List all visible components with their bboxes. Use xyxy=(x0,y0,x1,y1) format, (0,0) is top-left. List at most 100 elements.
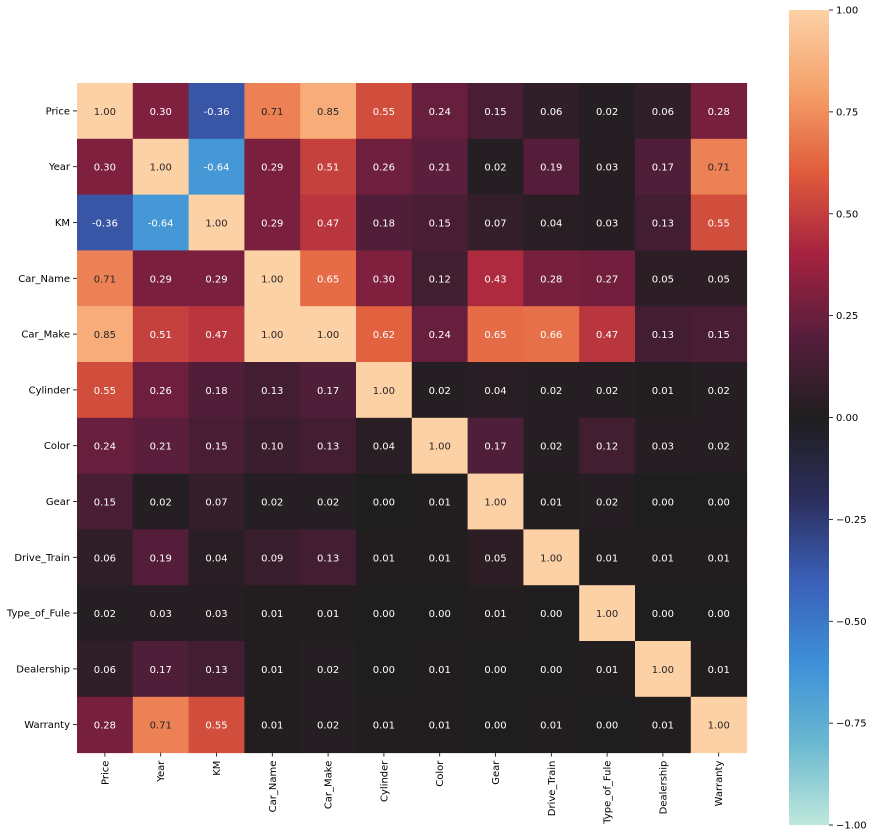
cell-value-label: 0.00 xyxy=(708,609,730,620)
heatmap-cell-Drive_Train-Year xyxy=(132,529,190,586)
cell-value-label: 0.02 xyxy=(540,442,562,453)
heatmap-cell-Car_Make-Warranty xyxy=(690,306,748,363)
heatmap-cell-Car_Name-Drive_Train xyxy=(523,250,580,307)
heatmap-cell-Color-Price xyxy=(77,417,134,475)
cell-value-label: 0.01 xyxy=(652,721,674,732)
cell-value-label: 0.28 xyxy=(708,107,730,118)
heatmap-cell-Car_Make-Color xyxy=(411,306,469,363)
heatmap-cell-Year-Cylinder xyxy=(356,138,413,196)
cell-value-label: 0.03 xyxy=(150,609,172,620)
cell-value-label: 1.00 xyxy=(373,386,395,397)
cell-value-label: 0.01 xyxy=(540,498,562,509)
colorbar-tick-label: −1.00 xyxy=(836,821,867,832)
cell-value-label: 0.01 xyxy=(429,721,451,732)
cell-value-label: 0.02 xyxy=(596,498,618,509)
cell-value-label: 0.19 xyxy=(540,163,562,174)
heatmap-cell-Warranty-Warranty xyxy=(690,696,748,754)
cell-value-label: 0.00 xyxy=(373,609,395,620)
cell-value-label: 0.02 xyxy=(596,107,618,118)
heatmap-cell-Gear-Gear xyxy=(467,473,524,530)
cell-value-label: 0.15 xyxy=(484,107,506,118)
cell-value-label: 0.00 xyxy=(652,609,674,620)
y-tick-label-Dealership: Dealership xyxy=(16,664,70,675)
heatmap-cell-Dealership-Drive_Train xyxy=(523,641,580,698)
heatmap-cell-Cylinder-Warranty xyxy=(690,362,748,419)
heatmap-cell-Cylinder-Year xyxy=(132,362,190,419)
cell-value-label: 1.00 xyxy=(261,274,283,285)
heatmap-cell-Drive_Train-Dealership xyxy=(635,529,692,586)
heatmap-cell-Dealership-Warranty xyxy=(690,641,748,698)
heatmap-cell-Drive_Train-Cylinder xyxy=(356,529,413,586)
heatmap-cell-Car_Make-Year xyxy=(132,306,190,363)
x-tick-label-KM: KM xyxy=(212,761,223,776)
heatmap-cell-Car_Name-Year xyxy=(132,250,190,307)
cell-value-label: 0.24 xyxy=(429,330,451,341)
heatmap-cell-Type_of_Fule-Drive_Train xyxy=(523,585,580,642)
cell-value-label: 0.02 xyxy=(150,498,172,509)
heatmap-cell-Cylinder-Drive_Train xyxy=(523,362,580,419)
heatmap-cell-Dealership-Car_Make xyxy=(300,641,357,698)
heatmap-cell-Price-Gear xyxy=(467,83,524,140)
heatmap-cell-Dealership-Car_Name xyxy=(244,641,301,698)
cell-value-label: 0.30 xyxy=(373,274,395,285)
heatmap-cell-Gear-Dealership xyxy=(635,473,692,530)
cell-value-label: 0.06 xyxy=(540,107,562,118)
y-tick-label-KM: KM xyxy=(55,218,70,229)
heatmap-cell-KM-Car_Name xyxy=(244,194,301,251)
heatmap-cell-Drive_Train-Type_of_Fule xyxy=(579,529,636,586)
heatmap-cell-Drive_Train-Gear xyxy=(467,529,524,586)
heatmap-cell-Warranty-Drive_Train xyxy=(523,696,580,754)
heatmap-cell-KM-Dealership xyxy=(635,194,692,251)
cell-value-label: 0.29 xyxy=(150,274,172,285)
cell-value-label: -0.36 xyxy=(204,107,230,118)
heatmap-cell-Car_Make-Gear xyxy=(467,306,524,363)
heatmap-cell-Price-Car_Make xyxy=(300,83,357,140)
colorbar-tick-label: 1.00 xyxy=(836,6,858,17)
cell-value-label: 0.01 xyxy=(596,553,618,564)
heatmap-cell-Drive_Train-Drive_Train xyxy=(523,529,580,586)
heatmap-cell-Car_Name-Price xyxy=(77,250,134,307)
y-tick-label-Warranty: Warranty xyxy=(24,720,70,731)
heatmap-cell-KM-Warranty xyxy=(690,194,748,251)
cell-value-label: 0.00 xyxy=(484,665,506,676)
heatmap-cell-Color-KM xyxy=(188,417,245,475)
cell-value-label: 0.55 xyxy=(373,107,395,118)
cell-value-label: 0.24 xyxy=(429,107,451,118)
cell-value-label: 0.03 xyxy=(596,163,618,174)
cell-value-label: 0.29 xyxy=(261,163,283,174)
heatmap-cell-Drive_Train-Car_Name xyxy=(244,529,301,586)
heatmap-cell-Warranty-Color xyxy=(411,696,469,754)
cell-value-label: 0.06 xyxy=(652,107,674,118)
cell-value-label: 0.19 xyxy=(150,553,172,564)
heatmap-cell-Type_of_Fule-Car_Make xyxy=(300,585,357,642)
cell-value-label: 0.00 xyxy=(596,721,618,732)
cell-value-label: 0.06 xyxy=(94,665,116,676)
heatmap-cell-KM-Price xyxy=(77,194,134,251)
heatmap-cell-Type_of_Fule-Car_Name xyxy=(244,585,301,642)
heatmap-cell-Price-Price xyxy=(77,83,134,140)
x-tick-label-Price: Price xyxy=(100,761,111,785)
cell-value-label: 0.12 xyxy=(596,442,618,453)
heatmap-cell-Year-Dealership xyxy=(635,138,692,196)
cell-value-label: 1.00 xyxy=(429,442,451,453)
cell-value-label: 0.28 xyxy=(540,274,562,285)
heatmap-cell-Drive_Train-Car_Make xyxy=(300,529,357,586)
cell-value-label: 0.65 xyxy=(317,274,339,285)
cell-value-label: 0.01 xyxy=(429,498,451,509)
cell-value-label: 0.47 xyxy=(596,330,618,341)
heatmap-cell-Dealership-Type_of_Fule xyxy=(579,641,636,698)
heatmap-cell-Cylinder-Gear xyxy=(467,362,524,419)
cell-value-label: 0.02 xyxy=(429,386,451,397)
heatmap-cell-Gear-Price xyxy=(77,473,134,530)
cell-value-label: 0.18 xyxy=(373,219,395,230)
cell-value-label: 0.01 xyxy=(429,665,451,676)
cell-value-label: 0.02 xyxy=(596,386,618,397)
cell-value-label: 0.02 xyxy=(540,386,562,397)
heatmap-cell-Type_of_Fule-Dealership xyxy=(635,585,692,642)
heatmap-cell-Color-Drive_Train xyxy=(523,417,580,475)
cell-value-label: 0.03 xyxy=(596,219,618,230)
cell-value-label: 0.29 xyxy=(261,219,283,230)
x-tick-label-Type_of_Fule: Type_of_Fule xyxy=(603,761,614,825)
cell-value-label: 0.03 xyxy=(652,442,674,453)
heatmap-cell-KM-Car_Make xyxy=(300,194,357,251)
